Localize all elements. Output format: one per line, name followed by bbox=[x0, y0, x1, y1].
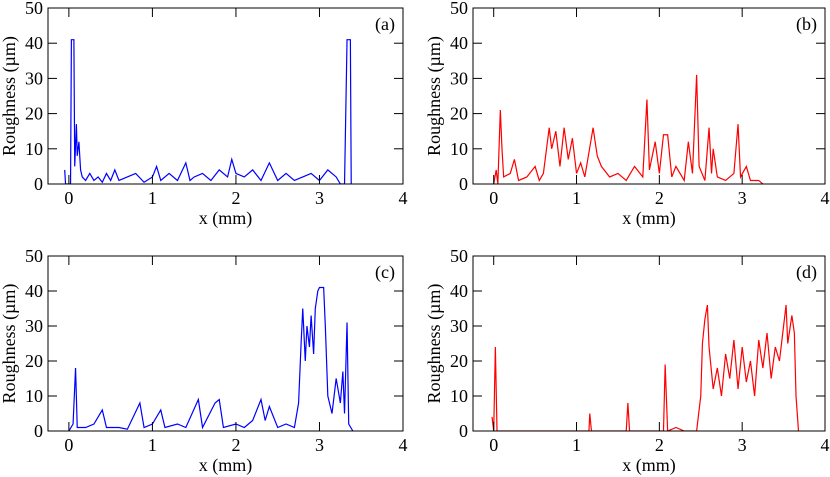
plot-area bbox=[64, 39, 352, 184]
y-tick-label: 40 bbox=[25, 33, 43, 53]
x-axis-label: x (mm) bbox=[622, 455, 676, 476]
data-line bbox=[64, 39, 352, 184]
y-tick-label: 40 bbox=[450, 281, 468, 301]
y-tick-label: 50 bbox=[450, 0, 468, 18]
y-tick-label: 50 bbox=[25, 246, 43, 266]
y-axis-label: Roughness (µm) bbox=[424, 36, 445, 156]
y-tick-label: 30 bbox=[450, 68, 468, 88]
x-tick-label: 3 bbox=[738, 435, 747, 455]
y-tick-label: 0 bbox=[34, 174, 43, 194]
x-tick-label: 4 bbox=[399, 435, 408, 455]
x-tick-label: 2 bbox=[231, 435, 240, 455]
y-tick-label: 0 bbox=[459, 174, 468, 194]
x-tick-label: 2 bbox=[655, 188, 664, 208]
data-line bbox=[491, 304, 800, 431]
y-tick-label: 20 bbox=[450, 351, 468, 371]
x-tick-label: 3 bbox=[315, 435, 324, 455]
x-tick-label: 1 bbox=[572, 188, 581, 208]
y-tick-label: 10 bbox=[450, 386, 468, 406]
y-tick-label: 10 bbox=[25, 139, 43, 159]
x-tick-label: 3 bbox=[315, 188, 324, 208]
y-tick-label: 10 bbox=[25, 386, 43, 406]
y-tick-label: 30 bbox=[25, 316, 43, 336]
axes-frame bbox=[472, 255, 826, 432]
x-axis-label: x (mm) bbox=[199, 455, 253, 476]
x-tick-label: 2 bbox=[231, 188, 240, 208]
y-axis-label: Roughness (µm) bbox=[0, 36, 20, 156]
x-tick-label: 1 bbox=[148, 188, 157, 208]
x-tick-label: 0 bbox=[64, 188, 73, 208]
y-axis-label: Roughness (µm) bbox=[0, 284, 20, 404]
panel-label: (c) bbox=[375, 262, 395, 283]
x-tick-label: 1 bbox=[148, 435, 157, 455]
x-axis-label: x (mm) bbox=[199, 208, 253, 229]
y-tick-label: 0 bbox=[459, 421, 468, 441]
y-tick-label: 0 bbox=[34, 421, 43, 441]
plot-area bbox=[491, 304, 800, 431]
x-tick-label: 2 bbox=[655, 435, 664, 455]
x-tick-label: 4 bbox=[821, 435, 830, 455]
plot-area bbox=[68, 286, 354, 431]
x-tick-label: 0 bbox=[64, 435, 73, 455]
y-tick-label: 10 bbox=[450, 139, 468, 159]
y-tick-label: 20 bbox=[25, 351, 43, 371]
x-tick-label: 4 bbox=[821, 188, 830, 208]
x-tick-label: 0 bbox=[489, 188, 498, 208]
axes-frame bbox=[472, 7, 826, 185]
x-tick-label: 4 bbox=[399, 188, 408, 208]
y-tick-label: 50 bbox=[450, 246, 468, 266]
x-tick-label: 0 bbox=[489, 435, 498, 455]
y-tick-label: 40 bbox=[450, 33, 468, 53]
y-tick-label: 30 bbox=[25, 68, 43, 88]
y-tick-label: 40 bbox=[25, 281, 43, 301]
y-tick-label: 20 bbox=[25, 104, 43, 124]
panel-label: (a) bbox=[375, 14, 395, 35]
axes-frame bbox=[47, 255, 404, 432]
x-tick-label: 3 bbox=[738, 188, 747, 208]
y-tick-label: 30 bbox=[450, 316, 468, 336]
y-axis-label: Roughness (µm) bbox=[424, 284, 445, 404]
data-line bbox=[493, 74, 764, 184]
axes-frame bbox=[47, 7, 404, 185]
plot-area bbox=[493, 74, 764, 184]
panel-label: (b) bbox=[796, 14, 817, 35]
x-axis-label: x (mm) bbox=[622, 208, 676, 229]
data-line bbox=[68, 286, 354, 431]
y-tick-label: 20 bbox=[450, 104, 468, 124]
y-tick-label: 50 bbox=[25, 0, 43, 18]
x-tick-label: 1 bbox=[572, 435, 581, 455]
panel-label: (d) bbox=[796, 262, 817, 283]
